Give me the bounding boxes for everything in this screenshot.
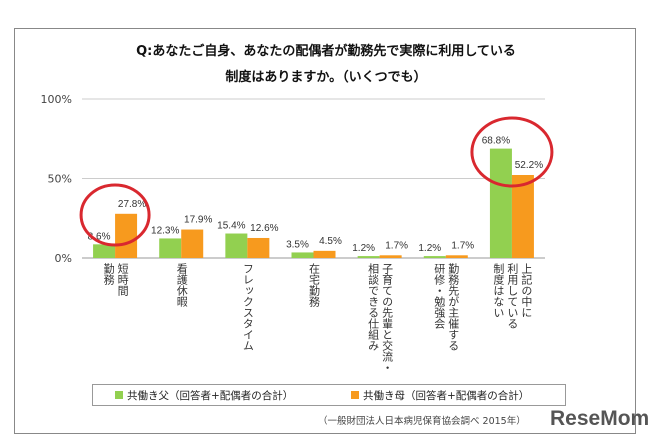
data-label: 1.2% bbox=[352, 243, 375, 254]
x-tick-label: 在宅勤務 bbox=[307, 263, 321, 307]
data-label: 1.7% bbox=[385, 240, 408, 251]
x-tick-label: 看護休暇 bbox=[175, 263, 189, 307]
y-tick-label: 0% bbox=[55, 252, 72, 265]
legend-swatch bbox=[115, 391, 123, 399]
data-label: 12.6% bbox=[250, 223, 278, 234]
bar-mother bbox=[313, 250, 336, 258]
legend-swatch bbox=[351, 391, 359, 399]
bar-father bbox=[423, 256, 446, 258]
x-tick-label: 上記の中に 利用している 制度はない bbox=[491, 263, 533, 329]
data-label: 12.3% bbox=[151, 225, 179, 236]
bar-father bbox=[291, 252, 314, 258]
data-label: 8.6% bbox=[88, 231, 111, 242]
bar-mother bbox=[115, 213, 138, 258]
x-tick-label: フレックスタイム bbox=[241, 263, 255, 351]
resemom-logo: ReseMom bbox=[550, 407, 650, 430]
legend-item-father: 共働き父（回答者+配偶者の合計） bbox=[115, 388, 329, 403]
y-tick-label: 100% bbox=[41, 93, 72, 106]
legend-label: 共働き母（回答者+配偶者の合計） bbox=[363, 389, 530, 402]
bar-father bbox=[357, 256, 380, 258]
bar-mother bbox=[511, 175, 534, 258]
bar-mother bbox=[379, 255, 402, 258]
chart-frame bbox=[14, 28, 636, 434]
bar-father bbox=[93, 244, 116, 258]
bar-mother bbox=[445, 255, 468, 258]
data-label: 52.2% bbox=[515, 160, 543, 171]
bar-father bbox=[489, 148, 512, 258]
chart-title: Q:あなたご自身、あなたの配偶者が勤務先で実際に利用している bbox=[136, 44, 516, 59]
data-label: 3.5% bbox=[286, 239, 309, 250]
x-tick-label: 短時間 勤務 bbox=[102, 263, 130, 296]
highlight-circle bbox=[79, 183, 151, 247]
chart-title-line2: 制度はありますか。（いくつでも） bbox=[225, 70, 427, 85]
bar-father bbox=[159, 238, 182, 258]
bar-mother bbox=[247, 237, 270, 258]
data-label: 68.8% bbox=[482, 136, 510, 147]
legend: 共働き父（回答者+配偶者の合計） 共働き母（回答者+配偶者の合計） bbox=[92, 384, 566, 406]
data-label: 17.9% bbox=[184, 215, 212, 226]
data-label: 4.5% bbox=[319, 236, 342, 247]
source-note: （一般財団法人日本病児保育協会調べ 2015年） bbox=[318, 416, 526, 427]
data-label: 27.8% bbox=[118, 199, 146, 210]
x-tick-label: 子育ての先輩と交流・ 相談できる仕組み bbox=[366, 263, 394, 373]
x-tick-label: 勤務先が主催する 研修・勉強会 bbox=[432, 263, 460, 351]
data-label: 1.2% bbox=[418, 243, 441, 254]
legend-item-mother: 共働き母（回答者+配偶者の合計） bbox=[351, 388, 565, 403]
legend-label: 共働き父（回答者+配偶者の合計） bbox=[127, 389, 294, 402]
data-label: 1.7% bbox=[451, 240, 474, 251]
y-tick-label: 50% bbox=[48, 173, 72, 186]
bar-mother bbox=[181, 229, 204, 258]
highlight-circle bbox=[470, 116, 554, 188]
bar-father bbox=[225, 233, 248, 258]
data-label: 15.4% bbox=[217, 221, 245, 232]
